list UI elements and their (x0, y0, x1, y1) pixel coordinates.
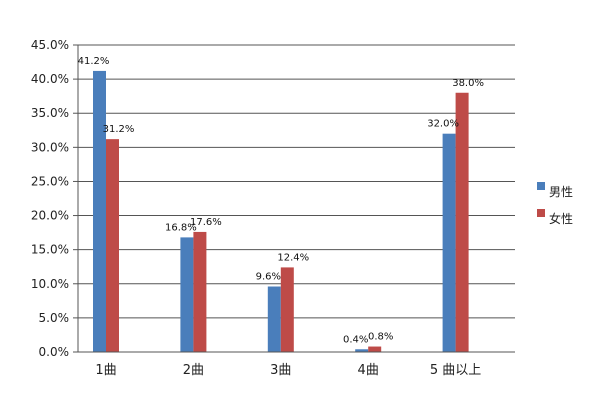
gridlines (78, 44, 515, 353)
data-label: 9.6% (256, 272, 281, 283)
y-tick-label: 35.0% (31, 106, 69, 120)
y-tick-label: 20.0% (31, 209, 69, 223)
x-tick-label: 2曲 (183, 363, 204, 378)
legend-swatch (537, 182, 545, 190)
bar-female (368, 346, 382, 352)
y-tick-label: 5.0% (39, 311, 70, 325)
bar-female (455, 92, 469, 352)
legend-label: 女性 (549, 211, 573, 226)
y-tick-label: 45.0% (31, 38, 69, 52)
x-tick-label: 3曲 (270, 363, 291, 378)
x-tick-label: 1曲 (95, 363, 116, 378)
bar-female (280, 267, 294, 352)
x-axis: 1曲 2曲 3曲 4曲 5 曲以上 (78, 351, 515, 378)
data-label: 17.6% (190, 217, 222, 228)
bar-male (180, 237, 194, 352)
bar-male (93, 70, 106, 353)
y-tick-label: 0.0% (39, 345, 70, 359)
data-label: 12.4% (277, 252, 309, 263)
data-label: 31.2% (103, 124, 135, 135)
y-axis: 0.0% 5.0% 10.0% 15.0% 20.0% 25.0% 30.0% 35.0% 40… (31, 38, 79, 359)
bars (93, 70, 469, 353)
bar-female (193, 231, 207, 352)
x-tick-label: 5 曲以上 (430, 363, 481, 378)
data-label: 32.0% (427, 119, 459, 130)
bar-male (355, 349, 369, 352)
data-label: 41.2% (78, 56, 110, 67)
legend-label: 男性 (549, 185, 573, 199)
data-label: 38.0% (452, 78, 484, 89)
y-tick-label: 40.0% (31, 72, 69, 86)
x-tick-label: 4曲 (358, 363, 379, 378)
bar-male (267, 286, 281, 352)
legend-swatch (537, 209, 545, 217)
y-tick-label: 30.0% (31, 140, 69, 154)
bar-male (442, 133, 456, 352)
data-label: 16.8% (165, 222, 197, 233)
bar-female (106, 139, 119, 352)
y-tick-label: 25.0% (31, 174, 69, 188)
data-label: 0.4% (343, 334, 368, 345)
y-tick-label: 15.0% (31, 243, 69, 257)
y-tick-label: 10.0% (31, 277, 69, 291)
data-labels: 41.2% 31.2% 16.8%17.6% 9.6% 12.4% 0.4% 0.8% 32.… (78, 56, 484, 345)
data-label: 0.8% (368, 332, 393, 343)
